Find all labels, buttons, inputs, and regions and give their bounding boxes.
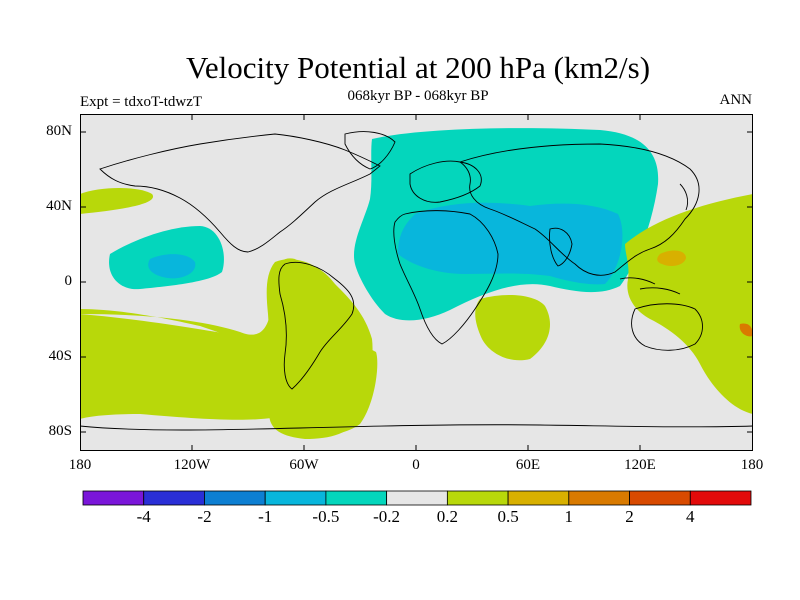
contour-positive-west-pacific	[625, 194, 753, 414]
lat-label-80s: 80S	[48, 423, 72, 439]
coast-india	[549, 227, 573, 267]
colorbar-swatch	[264, 490, 327, 506]
lon-label-120e: 120E	[624, 457, 656, 473]
lon-label-60e: 60E	[515, 457, 541, 473]
colorbar-swatch	[143, 490, 205, 506]
lon-label-120w: 120W	[173, 457, 211, 473]
colorbar	[82, 490, 752, 506]
coast-africa	[393, 210, 499, 345]
lat-label-0: 0	[64, 273, 73, 289]
coast-greenland	[344, 131, 396, 170]
contour-positive-05-1-wpac	[657, 250, 686, 266]
colorbar-label: 0.2	[436, 507, 459, 526]
colorbar-swatch	[82, 490, 145, 506]
lat-label-40n: 40N	[46, 198, 72, 214]
contour-positive-indian-ocean	[475, 294, 550, 361]
coast-europe	[409, 160, 482, 203]
lon-label-0: 0	[412, 457, 420, 473]
colorbar-label: 1	[564, 507, 574, 526]
lon-label-180e: 180	[740, 457, 764, 473]
contour-positive-south-pacific-lower	[80, 314, 290, 420]
coast-north-america	[99, 133, 381, 253]
colorbar-label: -0.5	[312, 507, 340, 526]
colorbar-label: 2	[625, 507, 634, 526]
contour-positive-1-2-coral-sea	[739, 323, 753, 337]
colorbar-swatch	[386, 490, 448, 506]
colorbar-swatch	[689, 490, 752, 506]
map-subtitle: 068kyr BP - 068kyr BP	[347, 88, 489, 104]
lon-label-180w: 180	[68, 457, 92, 473]
contour-positive-pacific-ne	[80, 188, 154, 214]
colorbar-swatch	[325, 490, 388, 506]
colorbar-label: 4	[686, 507, 695, 526]
coast-japan	[679, 183, 689, 211]
colorbar-swatch	[629, 490, 691, 506]
velocity-potential-map	[80, 114, 753, 451]
coast-indonesia	[619, 277, 681, 295]
colorbar-swatch	[204, 490, 266, 506]
contour-strong-negative-asia	[398, 202, 623, 285]
coast-australia	[631, 303, 703, 351]
coast-south-america	[278, 261, 355, 390]
colorbar-swatch	[507, 490, 570, 506]
coastlines	[80, 131, 753, 431]
colorbar-label: 0.5	[497, 507, 519, 526]
colorbar-label: -2	[197, 507, 212, 526]
contour-positive-south-america	[266, 259, 373, 439]
contour-positive-north-pacific-east	[690, 253, 721, 275]
map-frame	[80, 114, 753, 451]
lat-label-80n: 80N	[46, 123, 72, 139]
lon-label-60w: 60W	[289, 457, 319, 473]
experiment-label: Expt = tdxoT-tdwzT	[80, 94, 203, 110]
colorbar-swatch	[446, 490, 509, 506]
colorbar-label: -1	[258, 507, 273, 526]
season-label: ANN	[719, 92, 753, 108]
coast-asia	[458, 143, 700, 276]
colorbar-swatch	[568, 490, 630, 506]
colorbar-label: -0.2	[373, 507, 401, 526]
lat-label-40s: 40S	[48, 348, 72, 364]
coast-antarctica	[80, 424, 753, 431]
colorbar-label: -4	[136, 507, 151, 526]
map-title: Velocity Potential at 200 hPa (km2/s)	[185, 50, 651, 85]
contour-strong-negative-atlantic	[148, 254, 196, 279]
